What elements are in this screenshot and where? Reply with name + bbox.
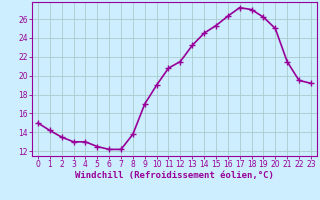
X-axis label: Windchill (Refroidissement éolien,°C): Windchill (Refroidissement éolien,°C) — [75, 171, 274, 180]
